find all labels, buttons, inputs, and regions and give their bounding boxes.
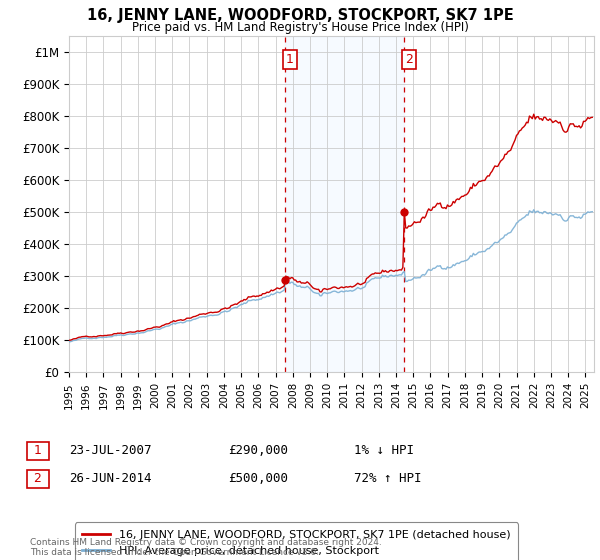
Text: £290,000: £290,000	[228, 444, 288, 458]
Legend: 16, JENNY LANE, WOODFORD, STOCKPORT, SK7 1PE (detached house), HPI: Average pric: 16, JENNY LANE, WOODFORD, STOCKPORT, SK7…	[74, 522, 518, 560]
Text: 16, JENNY LANE, WOODFORD, STOCKPORT, SK7 1PE: 16, JENNY LANE, WOODFORD, STOCKPORT, SK7…	[86, 8, 514, 24]
Text: Contains HM Land Registry data © Crown copyright and database right 2024.
This d: Contains HM Land Registry data © Crown c…	[30, 538, 382, 557]
Text: Price paid vs. HM Land Registry's House Price Index (HPI): Price paid vs. HM Land Registry's House …	[131, 21, 469, 34]
Text: 2: 2	[30, 472, 46, 486]
Text: 1: 1	[30, 444, 46, 458]
Text: 1% ↓ HPI: 1% ↓ HPI	[354, 444, 414, 458]
Text: 26-JUN-2014: 26-JUN-2014	[69, 472, 151, 486]
Text: £500,000: £500,000	[228, 472, 288, 486]
Text: 72% ↑ HPI: 72% ↑ HPI	[354, 472, 422, 486]
Text: 2: 2	[405, 53, 413, 66]
Text: 1: 1	[286, 53, 294, 66]
Bar	[285, 36, 404, 372]
Text: 23-JUL-2007: 23-JUL-2007	[69, 444, 151, 458]
